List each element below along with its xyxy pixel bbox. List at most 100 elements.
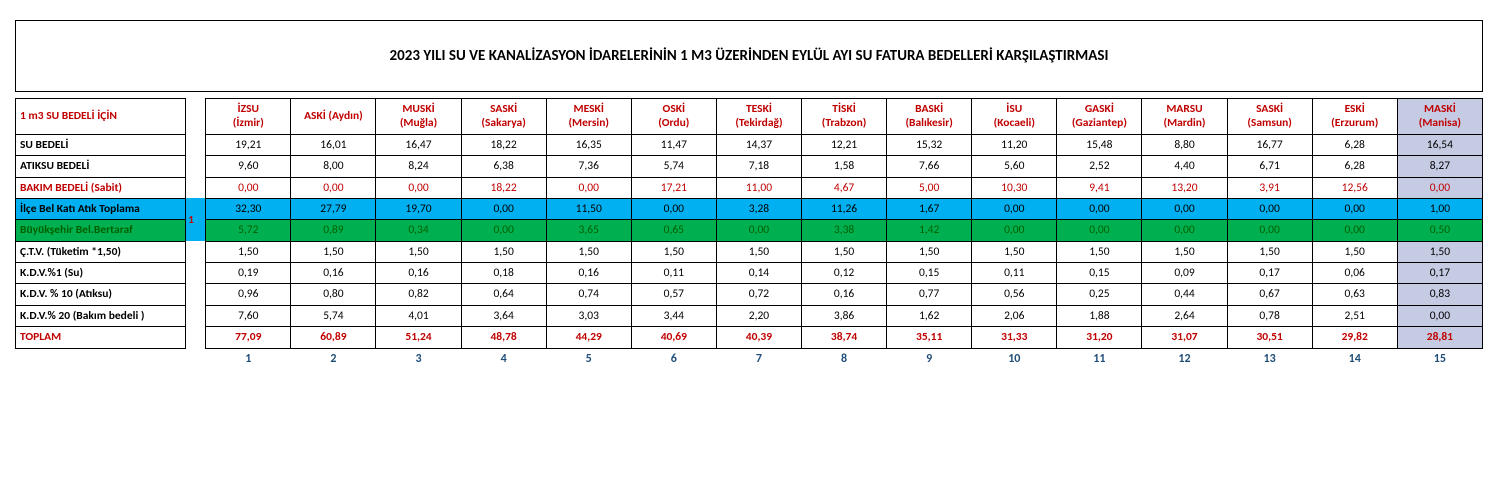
data-cell: 38,74 <box>802 327 887 348</box>
data-cell: 0,67 <box>1227 284 1312 305</box>
data-cell: 0,89 <box>291 220 376 241</box>
data-cell: 0,16 <box>291 263 376 284</box>
col-header: ASKİ (Aydın) <box>291 99 376 135</box>
data-cell: 0,25 <box>1057 284 1142 305</box>
data-cell: 1,50 <box>972 241 1057 262</box>
data-cell: 6,28 <box>1312 134 1397 155</box>
rank-cell: 9 <box>887 348 972 370</box>
data-cell: 4,01 <box>376 305 461 326</box>
data-cell: 0,17 <box>1397 263 1482 284</box>
table-row: Büyükşehir Bel.Bertaraf5,720,890,340,003… <box>16 220 1483 241</box>
rank-cell: 1 <box>206 348 291 370</box>
table-row: İlçe Bel Katı Atık Toplama132,3027,7919,… <box>16 198 1483 219</box>
data-cell: 48,78 <box>461 327 546 348</box>
data-cell: 16,01 <box>291 134 376 155</box>
data-cell: 0,00 <box>972 198 1057 219</box>
data-cell: 0,00 <box>1397 177 1482 198</box>
rank-cell: 11 <box>1057 348 1142 370</box>
col-header: TESKİ(Tekirdağ) <box>716 99 801 135</box>
data-cell: 1,67 <box>887 198 972 219</box>
col-header: BASKİ(Balıkesir) <box>887 99 972 135</box>
data-cell: 0,00 <box>376 177 461 198</box>
data-cell: 2,51 <box>1312 305 1397 326</box>
data-cell: 1,50 <box>631 241 716 262</box>
data-cell: 0,19 <box>206 263 291 284</box>
data-cell: 0,16 <box>802 284 887 305</box>
row-label: K.D.V. % 10 (Atıksu) <box>16 284 186 305</box>
row-label: K.D.V.% 20 (Bakım bedeli ) <box>16 305 186 326</box>
gap-cell <box>186 156 206 177</box>
row-label: Büyükşehir Bel.Bertaraf <box>16 220 186 241</box>
col-header: MUSKİ(Muğla) <box>376 99 461 135</box>
data-cell: 5,00 <box>887 177 972 198</box>
data-cell: 17,21 <box>631 177 716 198</box>
data-cell: 1,50 <box>887 241 972 262</box>
data-cell: 31,20 <box>1057 327 1142 348</box>
data-cell: 0,06 <box>1312 263 1397 284</box>
gap-cell <box>186 284 206 305</box>
rank-row: 123456789101112131415 <box>16 348 1483 370</box>
data-cell: 1,50 <box>1397 241 1482 262</box>
data-cell: 0,16 <box>376 263 461 284</box>
data-cell: 2,64 <box>1142 305 1227 326</box>
rank-cell: 10 <box>972 348 1057 370</box>
table-row: K.D.V.% 20 (Bakım bedeli )7,605,744,013,… <box>16 305 1483 326</box>
data-cell: 1,50 <box>1142 241 1227 262</box>
data-cell: 32,30 <box>206 198 291 219</box>
table-row: SU BEDELİ19,2116,0116,4718,2216,3511,471… <box>16 134 1483 155</box>
data-cell: 0,57 <box>631 284 716 305</box>
table-row: Ç.T.V. (Tüketim *1,50)1,501,501,501,501,… <box>16 241 1483 262</box>
data-cell: 3,28 <box>716 198 801 219</box>
data-cell: 11,20 <box>972 134 1057 155</box>
note-cell: 1 <box>186 198 206 241</box>
data-cell: 0,00 <box>461 198 546 219</box>
data-cell: 0,00 <box>1057 198 1142 219</box>
data-cell: 0,18 <box>461 263 546 284</box>
data-cell: 7,36 <box>546 156 631 177</box>
data-cell: 16,54 <box>1397 134 1482 155</box>
data-cell: 31,33 <box>972 327 1057 348</box>
data-cell: 0,00 <box>1312 198 1397 219</box>
data-cell: 18,22 <box>461 177 546 198</box>
col-header: OSKİ(Ordu) <box>631 99 716 135</box>
table-row: BAKIM BEDELİ (Sabit)0,000,000,0018,220,0… <box>16 177 1483 198</box>
data-cell: 15,32 <box>887 134 972 155</box>
data-cell: 0,00 <box>631 198 716 219</box>
data-cell: 1,00 <box>1397 198 1482 219</box>
data-cell: 15,48 <box>1057 134 1142 155</box>
data-cell: 0,14 <box>716 263 801 284</box>
row-label: K.D.V.%1 (Su) <box>16 263 186 284</box>
data-cell: 1,50 <box>206 241 291 262</box>
comparison-table: 1 m3 SU BEDELİ İÇİN İZSU(İzmir)ASKİ (Ayd… <box>15 98 1483 370</box>
data-cell: 0,34 <box>376 220 461 241</box>
data-cell: 0,00 <box>1312 220 1397 241</box>
data-cell: 11,50 <box>546 198 631 219</box>
data-cell: 3,91 <box>1227 177 1312 198</box>
col-header: TİSKİ(Trabzon) <box>802 99 887 135</box>
col-header: SASKİ(Samsun) <box>1227 99 1312 135</box>
gap-cell <box>186 263 206 284</box>
data-cell: 0,11 <box>972 263 1057 284</box>
row-label: İlçe Bel Katı Atık Toplama <box>16 198 186 219</box>
data-cell: 0,11 <box>631 263 716 284</box>
data-cell: 4,40 <box>1142 156 1227 177</box>
data-cell: 2,20 <box>716 305 801 326</box>
data-cell: 3,38 <box>802 220 887 241</box>
data-cell: 40,69 <box>631 327 716 348</box>
data-cell: 0,80 <box>291 284 376 305</box>
data-cell: 7,60 <box>206 305 291 326</box>
data-cell: 0,65 <box>631 220 716 241</box>
rank-cell: 5 <box>546 348 631 370</box>
data-cell: 0,00 <box>1227 198 1312 219</box>
page-title: 2023 YILI SU VE KANALİZASYON İDARELERİNİ… <box>15 20 1483 92</box>
data-cell: 1,50 <box>1312 241 1397 262</box>
col-header: İSU(Kocaeli) <box>972 99 1057 135</box>
row-label: BAKIM BEDELİ (Sabit) <box>16 177 186 198</box>
data-cell: 0,77 <box>887 284 972 305</box>
col-header: MARSU(Mardin) <box>1142 99 1227 135</box>
data-cell: 14,37 <box>716 134 801 155</box>
data-cell: 0,72 <box>716 284 801 305</box>
col-header: İZSU(İzmir) <box>206 99 291 135</box>
data-cell: 2,06 <box>972 305 1057 326</box>
data-cell: 5,74 <box>631 156 716 177</box>
